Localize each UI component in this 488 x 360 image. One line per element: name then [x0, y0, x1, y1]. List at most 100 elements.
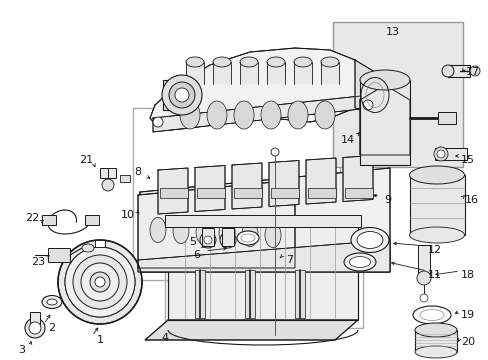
Bar — [163, 80, 184, 110]
Ellipse shape — [408, 227, 464, 243]
Text: 23: 23 — [31, 257, 45, 267]
Circle shape — [73, 255, 127, 309]
Bar — [359, 80, 409, 165]
Text: 20: 20 — [460, 337, 474, 347]
Ellipse shape — [237, 231, 259, 245]
Ellipse shape — [412, 306, 450, 324]
Text: 17: 17 — [465, 67, 479, 77]
Ellipse shape — [441, 65, 453, 77]
Ellipse shape — [414, 346, 456, 358]
Ellipse shape — [234, 101, 253, 129]
Bar — [197, 188, 224, 198]
Bar — [307, 188, 335, 198]
Polygon shape — [231, 163, 262, 209]
Polygon shape — [168, 220, 357, 320]
Circle shape — [436, 150, 444, 158]
Ellipse shape — [219, 220, 235, 246]
Polygon shape — [150, 48, 369, 130]
Bar — [164, 218, 362, 328]
Bar — [345, 188, 372, 198]
Text: 19: 19 — [460, 310, 474, 320]
Ellipse shape — [293, 57, 311, 67]
Ellipse shape — [42, 296, 62, 309]
Text: 6: 6 — [193, 250, 200, 260]
Ellipse shape — [180, 101, 200, 129]
Ellipse shape — [349, 256, 370, 267]
Text: 22: 22 — [25, 213, 39, 223]
Ellipse shape — [173, 219, 189, 243]
Circle shape — [25, 318, 45, 338]
Bar — [270, 188, 298, 198]
Bar — [160, 188, 187, 198]
Circle shape — [433, 147, 447, 161]
Polygon shape — [138, 240, 389, 272]
Text: 14: 14 — [340, 135, 354, 145]
Bar — [320, 62, 338, 84]
Text: 7: 7 — [286, 255, 293, 265]
Circle shape — [200, 232, 216, 248]
Polygon shape — [158, 168, 187, 214]
Ellipse shape — [408, 166, 464, 184]
Polygon shape — [153, 95, 369, 132]
Ellipse shape — [266, 57, 285, 67]
Bar — [195, 270, 204, 318]
Ellipse shape — [264, 222, 281, 248]
Bar — [48, 248, 70, 262]
Bar — [133, 108, 339, 280]
Polygon shape — [359, 85, 409, 155]
Ellipse shape — [287, 101, 307, 129]
Ellipse shape — [47, 299, 57, 305]
Text: 15: 15 — [460, 155, 474, 165]
Bar — [414, 330, 456, 352]
Polygon shape — [342, 156, 372, 202]
Polygon shape — [268, 161, 298, 207]
Circle shape — [175, 88, 189, 102]
Circle shape — [58, 240, 142, 324]
Ellipse shape — [206, 101, 226, 129]
Ellipse shape — [419, 310, 443, 320]
Circle shape — [29, 322, 41, 334]
Text: 16: 16 — [464, 195, 478, 205]
Circle shape — [169, 82, 195, 108]
Polygon shape — [195, 166, 224, 212]
Text: 10: 10 — [121, 210, 135, 220]
Ellipse shape — [185, 57, 203, 67]
Bar — [332, 22, 462, 167]
Circle shape — [361, 74, 373, 86]
Bar — [185, 62, 203, 84]
Circle shape — [469, 66, 479, 76]
Bar — [240, 62, 258, 84]
Circle shape — [419, 294, 427, 302]
Text: 21: 21 — [79, 155, 93, 165]
Circle shape — [95, 277, 105, 287]
Circle shape — [270, 148, 279, 156]
Ellipse shape — [150, 217, 165, 243]
Text: 4: 4 — [161, 333, 168, 343]
Ellipse shape — [359, 70, 409, 90]
Ellipse shape — [343, 253, 375, 271]
Bar — [437, 112, 455, 124]
Bar — [294, 270, 305, 318]
Circle shape — [416, 271, 430, 285]
Circle shape — [362, 100, 372, 110]
Polygon shape — [145, 320, 357, 340]
Text: 1: 1 — [96, 335, 103, 345]
Text: 8: 8 — [134, 167, 141, 177]
Polygon shape — [140, 168, 389, 272]
Ellipse shape — [356, 231, 382, 248]
Text: 2: 2 — [48, 323, 56, 333]
Circle shape — [81, 263, 119, 301]
Bar — [202, 228, 214, 246]
Ellipse shape — [414, 323, 456, 337]
Circle shape — [153, 117, 163, 127]
Circle shape — [203, 236, 212, 244]
Text: 12: 12 — [427, 245, 441, 255]
Bar — [222, 228, 234, 246]
Ellipse shape — [261, 101, 281, 129]
Bar — [447, 65, 469, 77]
Circle shape — [65, 247, 135, 317]
Bar — [120, 175, 130, 182]
Text: 13: 13 — [385, 27, 399, 37]
Circle shape — [90, 272, 110, 292]
Text: 18: 18 — [460, 270, 474, 280]
